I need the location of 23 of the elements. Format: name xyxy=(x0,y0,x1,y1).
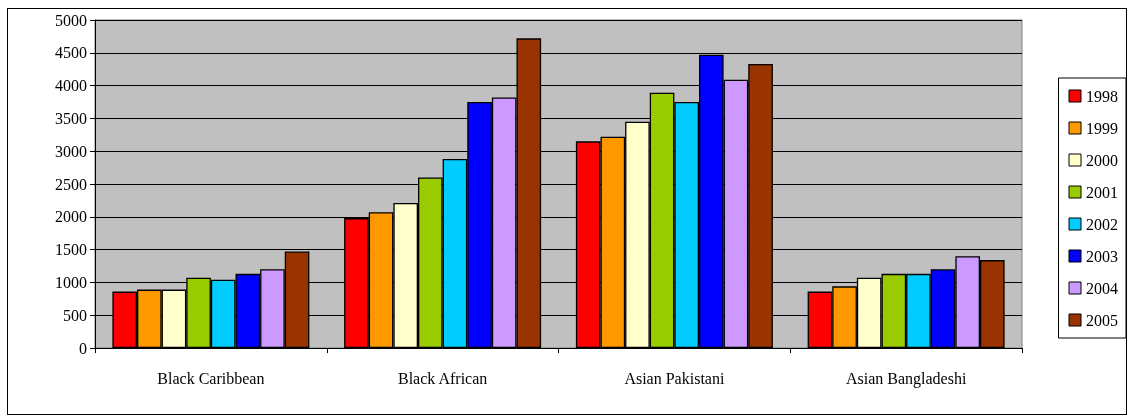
legend-label: 2004 xyxy=(1086,279,1118,297)
x-tick-label: Black Caribbean xyxy=(157,369,265,387)
y-tick-label: 1000 xyxy=(55,273,87,291)
legend-label: 1998 xyxy=(1086,87,1118,105)
y-tick-label: 5000 xyxy=(55,11,87,29)
y-tick-label: 500 xyxy=(63,306,87,324)
legend-label: 2002 xyxy=(1086,215,1118,233)
y-tick-label: 4000 xyxy=(55,77,87,95)
x-tick-label: Black African xyxy=(397,369,488,387)
legend-label: 2000 xyxy=(1086,151,1118,169)
y-tick-label: 3500 xyxy=(55,109,87,127)
x-tick-label: Asian Bangladeshi xyxy=(845,369,967,388)
legend-label: 2005 xyxy=(1086,311,1118,329)
legend-label: 2003 xyxy=(1086,247,1118,265)
y-tick-label: 0 xyxy=(79,339,87,357)
legend-label: 2001 xyxy=(1086,183,1118,201)
y-tick-label: 2500 xyxy=(55,175,87,193)
legend-label: 1999 xyxy=(1086,119,1118,137)
y-tick-label: 1500 xyxy=(55,241,87,259)
y-tick-label: 2000 xyxy=(55,208,87,226)
x-tick-label: Asian Pakistani xyxy=(624,369,725,387)
y-tick-label: 3000 xyxy=(55,142,87,160)
y-tick-label: 4500 xyxy=(55,44,87,62)
